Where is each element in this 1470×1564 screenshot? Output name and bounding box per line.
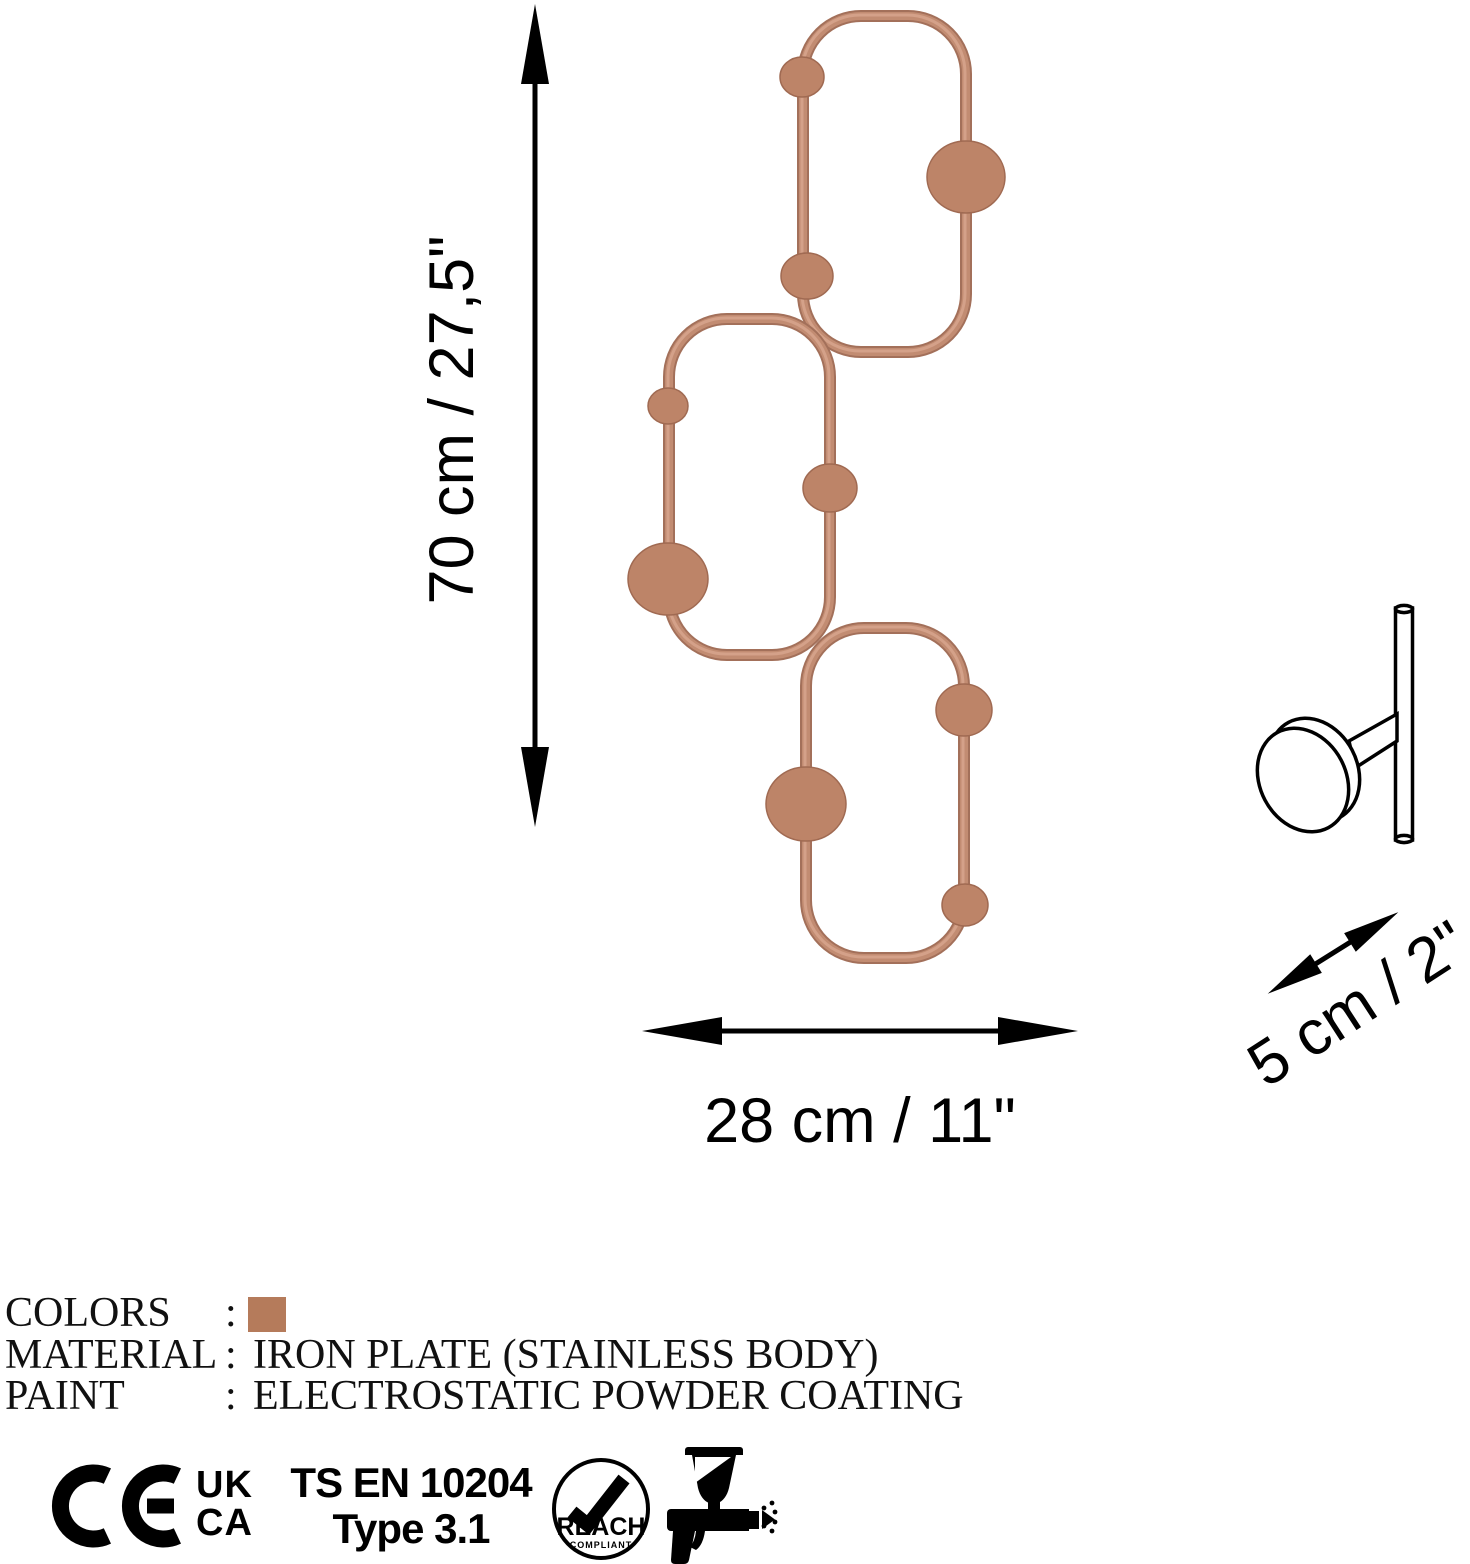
- spray-gun-neck: [708, 1501, 720, 1511]
- spray-gun-paint-level: [695, 1457, 731, 1483]
- hook-knobs: [627, 56, 1006, 927]
- standard-certification: TS EN 10204 Type 3.1: [283, 1460, 539, 1552]
- spray-dots: [761, 1500, 778, 1534]
- height-arrow-head-up: [521, 4, 549, 84]
- spray-gun-trigger: [690, 1531, 705, 1550]
- ukca-top: UK: [196, 1464, 253, 1506]
- paint-colon: :: [225, 1373, 237, 1419]
- width-dimension-arrow: [642, 1017, 1078, 1045]
- depth-arrow-head-left: [1267, 954, 1322, 994]
- reach-label: REACH: [557, 1513, 646, 1541]
- standard-type: Type 3.1: [332, 1505, 491, 1552]
- knob-middle-loop-upper: [647, 387, 689, 425]
- standard-code: TS EN 10204: [290, 1459, 532, 1506]
- depth-arrow-head-right: [1344, 912, 1399, 952]
- material-label: MATERIAL: [5, 1332, 218, 1378]
- hook-disc-face: [1255, 726, 1351, 834]
- hook-rod-bottom-cap: [1393, 833, 1415, 845]
- width-dimension-label: 28 cm / 11": [704, 1086, 1016, 1156]
- height-dimension-label: 70 cm / 27,5": [417, 235, 487, 605]
- height-arrow-head-down: [521, 747, 549, 827]
- ce-mark-icon: [51, 1464, 181, 1548]
- depth-dimension-arrow: [1267, 912, 1399, 994]
- colors-colon: :: [225, 1290, 237, 1336]
- ce-letter-c: [51, 1464, 111, 1548]
- reach-checkmark-icon: [567, 1474, 630, 1535]
- spray-gun-lid: [685, 1447, 743, 1455]
- colors-label: COLORS: [5, 1290, 171, 1336]
- product-front-view: [627, 10, 1006, 964]
- reach-badge-icon: REACH COMPLIANT: [552, 1458, 650, 1560]
- paint-value: ELECTROSTATIC POWDER COATING: [253, 1373, 964, 1419]
- height-dimension-arrow: [521, 4, 549, 827]
- knob-bottom-loop-lower: [941, 883, 989, 927]
- color-swatch: [248, 1297, 286, 1332]
- hook-rod-top-cap: [1393, 603, 1415, 615]
- ce-letter-e-arc: [121, 1464, 181, 1548]
- material-value: IRON PLATE (STAINLESS BODY): [253, 1332, 879, 1378]
- spray-gun-nozzle: [749, 1511, 759, 1529]
- width-arrow-head-right: [998, 1017, 1078, 1045]
- knob-top-loop-right: [926, 140, 1006, 214]
- spray-gun-icon: [667, 1447, 778, 1564]
- reach-sub-label: COMPLIANT: [570, 1540, 633, 1550]
- knob-bottom-loop-upper: [935, 683, 993, 737]
- spray-gun-grip: [671, 1531, 695, 1564]
- width-arrow-head-left: [642, 1017, 722, 1045]
- knob-middle-loop-lower: [627, 542, 709, 616]
- material-colon: :: [225, 1332, 237, 1378]
- ukca-mark: UK CA: [196, 1466, 253, 1542]
- ukca-bottom: CA: [196, 1502, 253, 1544]
- knob-middle-loop-right: [802, 463, 858, 513]
- knob-top-loop-upper: [779, 56, 825, 98]
- knob-bottom-loop-left: [765, 766, 847, 842]
- spray-gun-body: [667, 1509, 749, 1531]
- hook-side-view: [1255, 603, 1415, 845]
- paint-label: PAINT: [5, 1373, 125, 1419]
- knob-top-loop-lower: [780, 252, 834, 300]
